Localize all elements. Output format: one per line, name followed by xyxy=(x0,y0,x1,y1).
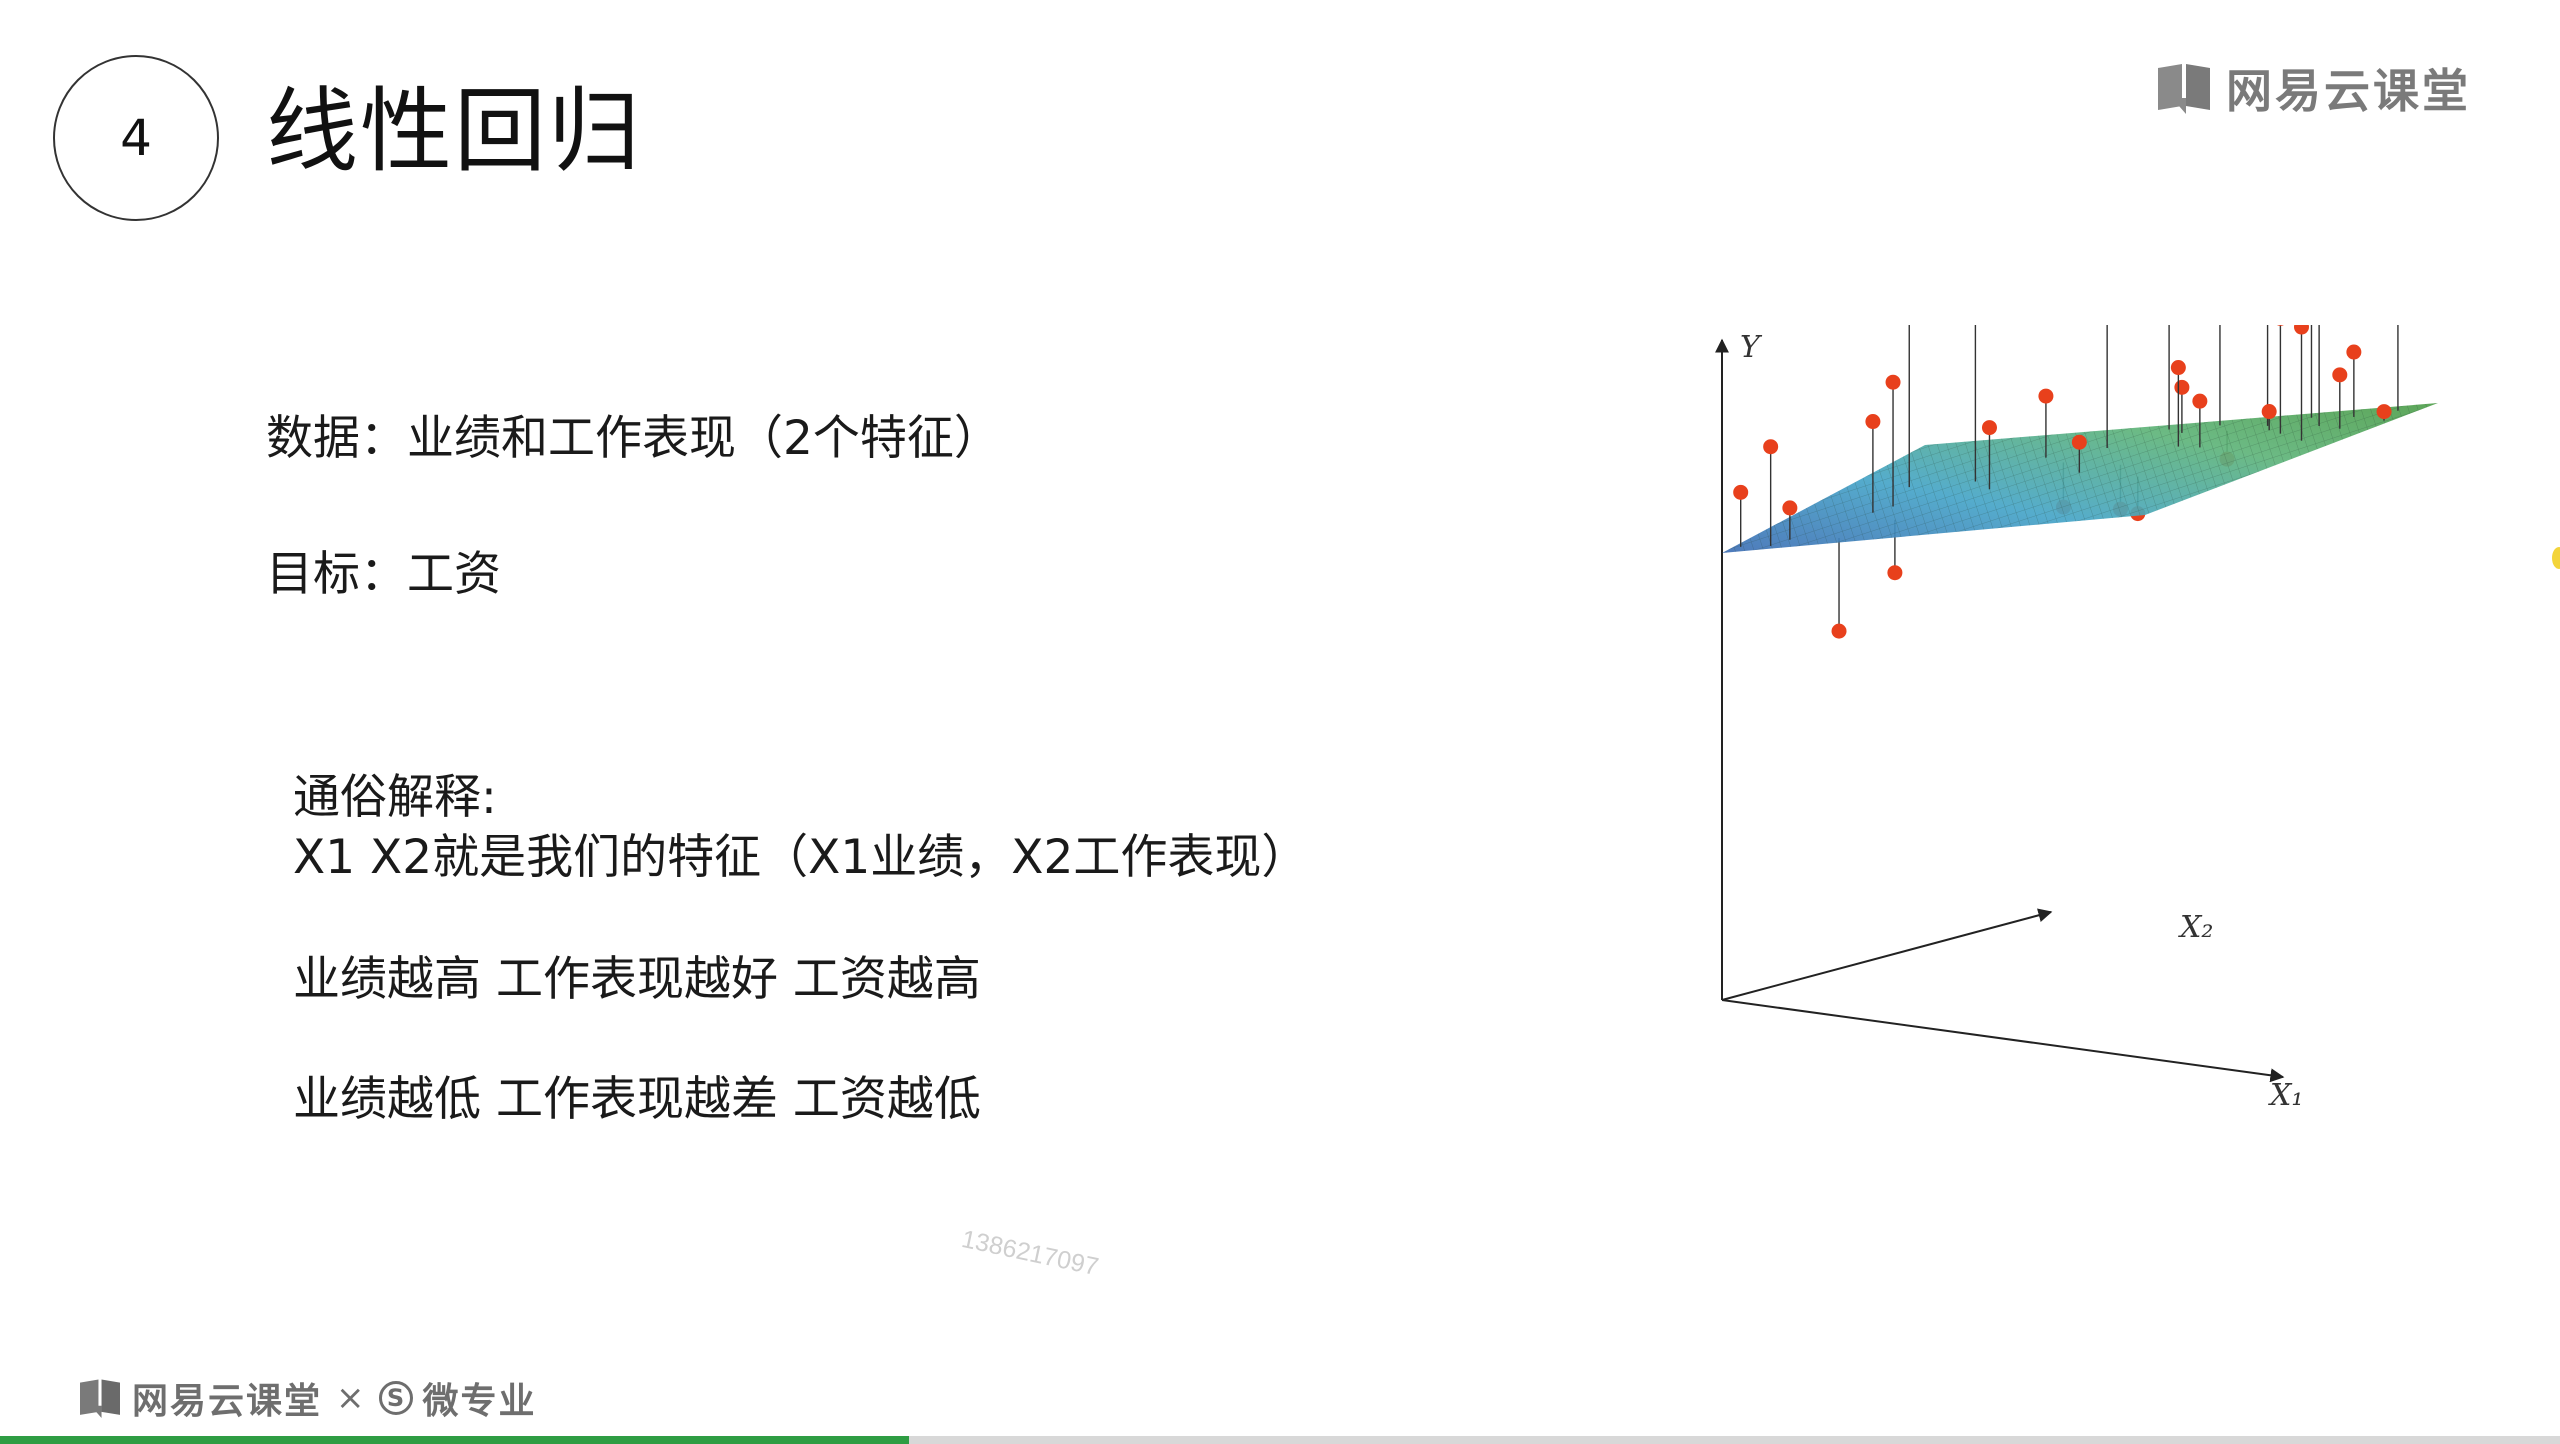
data-point xyxy=(2346,344,2362,417)
high-case-line: 业绩越高 工作表现越好 工资越高 xyxy=(293,952,981,1007)
brand-name: 网易云课堂 xyxy=(2226,64,2471,118)
section-number-badge: 4 xyxy=(53,55,219,221)
book-logo-icon xyxy=(80,1379,120,1418)
footer-brand: 网易云课堂 × S 微专业 xyxy=(78,1373,537,1423)
data-point-dot xyxy=(2261,404,2277,420)
data-point xyxy=(1981,420,1997,490)
video-progress-fill xyxy=(0,1436,909,1444)
data-point-dot xyxy=(1981,420,1997,436)
section-number: 4 xyxy=(120,109,152,167)
data-point xyxy=(2192,393,2208,448)
data-point xyxy=(1865,414,1881,513)
data-point-dot xyxy=(2071,434,2087,450)
data-point-dot xyxy=(1885,374,1901,390)
data-point-dot xyxy=(2170,360,2186,376)
data-point xyxy=(1782,500,1798,540)
data-point xyxy=(1831,538,1847,639)
data-point xyxy=(2168,325,2170,430)
data-point xyxy=(1763,439,1779,546)
x2-axis-label: X₂ xyxy=(2178,910,2213,945)
data-point-dot xyxy=(1782,500,1798,516)
target-line: 目标：工资 xyxy=(266,547,501,602)
y-axis-label: Y xyxy=(1740,330,1763,365)
footer-separator: × xyxy=(336,1378,365,1418)
data-point-dot xyxy=(1831,623,1847,639)
footer-partner-name: 微专业 xyxy=(422,1381,537,1422)
data-point-dot xyxy=(1887,565,1903,581)
watermark: 1386217097 xyxy=(959,1225,1102,1282)
data-point-dot xyxy=(2346,344,2362,360)
data-point xyxy=(2276,325,2284,434)
data-point xyxy=(2318,325,2320,427)
data-point xyxy=(2397,325,2399,411)
explain-heading: 通俗解释: xyxy=(293,770,497,825)
book-logo-icon xyxy=(2158,64,2210,114)
data-point-dot xyxy=(2038,388,2054,404)
data-point-dot xyxy=(1763,439,1779,455)
x1-axis-line xyxy=(1721,999,2285,1083)
edge-cursor-dot xyxy=(2552,547,2560,569)
data-line: 数据：业绩和工作表现（2个特征） xyxy=(266,411,1001,466)
video-progress-bar[interactable] xyxy=(0,1436,2560,1444)
data-point-dot xyxy=(2332,367,2348,383)
data-point-dot xyxy=(2294,325,2309,335)
brand-top: 网易云课堂 xyxy=(2156,58,2471,118)
data-point xyxy=(2106,325,2108,449)
data-point xyxy=(1885,374,1901,507)
slide-title: 线性回归 xyxy=(266,78,643,185)
x1-axis-label: X₁ xyxy=(2268,1078,2303,1113)
data-point xyxy=(1908,325,1910,488)
data-point xyxy=(2294,325,2309,441)
data-point-dot xyxy=(1865,414,1881,430)
data-point xyxy=(2261,404,2277,431)
data-point xyxy=(2038,388,2054,458)
data-point xyxy=(1974,325,1977,482)
regression-plane-mesh xyxy=(1722,403,2438,553)
x2-axis-line xyxy=(1721,908,2053,1001)
explain-features: X1 X2就是我们的特征（X1业绩，X2工作表现） xyxy=(293,830,1309,885)
data-point-dot xyxy=(1733,484,1749,500)
data-point xyxy=(2170,360,2186,447)
low-case-line: 业绩越低 工作表现越差 工资越低 xyxy=(293,1072,981,1127)
data-point-dot xyxy=(2276,325,2284,326)
data-point xyxy=(1733,484,1749,547)
data-point xyxy=(2219,325,2221,426)
data-point xyxy=(2071,434,2087,473)
data-point-dot xyxy=(2376,404,2392,420)
data-point-dot xyxy=(2174,379,2190,395)
regression-plane-chart: Y X₁ X₂ xyxy=(1715,325,2438,1113)
micro-major-s-icon: S xyxy=(378,1381,413,1415)
data-point xyxy=(2332,367,2348,429)
data-point xyxy=(2376,404,2392,421)
footer-brand-name: 网易云课堂 xyxy=(132,1381,323,1422)
axes: Y X₁ X₂ xyxy=(1715,330,2303,1113)
points-above-plane xyxy=(1733,325,2399,547)
data-point xyxy=(2266,325,2269,426)
data-point xyxy=(2310,325,2313,418)
data-point-dot xyxy=(2192,393,2208,409)
